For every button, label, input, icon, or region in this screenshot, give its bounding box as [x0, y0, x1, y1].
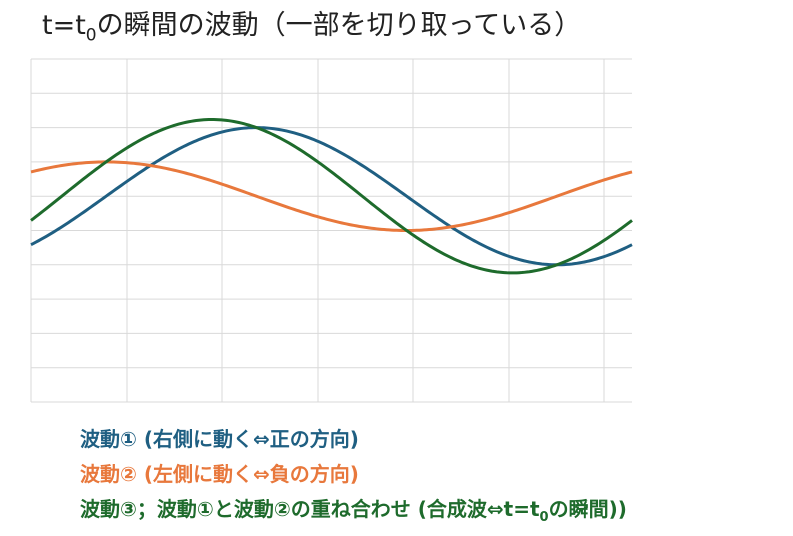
page-title: t=t0の瞬間の波動（一部を切り取っている）: [42, 10, 582, 46]
chart-grid: [30, 58, 632, 403]
legend-wave2: 波動② (左側に動く⇔負の方向): [80, 462, 359, 486]
legend-wave1: 波動① (右側に動く⇔正の方向): [80, 427, 359, 451]
legend: 波動① (右側に動く⇔正の方向) 波動② (左側に動く⇔負の方向) 波動③；波動…: [80, 422, 627, 527]
series-line-wave1: [30, 126, 633, 267]
series-line-wave3: [30, 118, 633, 275]
series-line-wave2: [30, 160, 633, 232]
chart-series: [30, 118, 633, 275]
legend-wave3: 波動③；波動①と波動②の重ね合わせ (合成波⇔t=t0の瞬間)): [80, 497, 627, 525]
